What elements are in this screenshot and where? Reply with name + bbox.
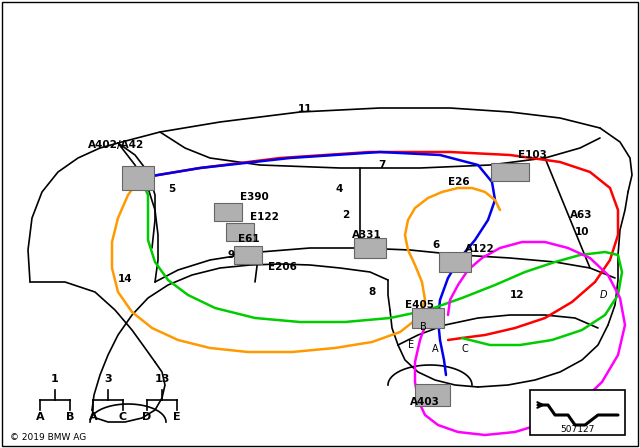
Text: © 2019 BMW AG: © 2019 BMW AG [10,433,86,442]
FancyBboxPatch shape [491,163,529,181]
Text: 7: 7 [378,160,385,170]
Text: E: E [173,412,181,422]
FancyBboxPatch shape [234,246,262,264]
Text: B: B [420,322,427,332]
Text: A: A [432,344,438,354]
Text: E390: E390 [240,192,269,202]
Text: E405: E405 [405,300,434,310]
Text: 4: 4 [335,184,342,194]
FancyBboxPatch shape [214,203,242,221]
Text: 13: 13 [154,374,170,384]
Text: 507127: 507127 [560,425,594,434]
Text: E122: E122 [250,212,279,222]
Text: A403: A403 [410,397,440,407]
Text: E103: E103 [518,150,547,160]
Text: 8: 8 [368,287,375,297]
Text: 2: 2 [342,210,349,220]
Text: 10: 10 [575,227,589,237]
Bar [530,390,625,435]
Text: 14: 14 [118,274,132,284]
Text: 3: 3 [104,374,112,384]
Text: 6: 6 [432,240,439,250]
Text: E: E [408,340,414,350]
Text: 12: 12 [510,290,525,300]
Text: A: A [89,412,97,422]
Text: 11: 11 [298,104,312,114]
Text: E26: E26 [448,177,470,187]
Text: A331: A331 [352,230,381,240]
Text: A63: A63 [570,210,593,220]
Text: D: D [600,290,607,300]
Text: A: A [36,412,44,422]
Text: C: C [119,412,127,422]
Text: C: C [462,344,468,354]
Text: E206: E206 [268,262,297,272]
Text: 1: 1 [51,374,59,384]
FancyBboxPatch shape [415,384,449,406]
Text: B: B [66,412,74,422]
Text: 5: 5 [168,184,175,194]
Text: A402/A42: A402/A42 [88,140,144,150]
FancyBboxPatch shape [439,252,471,272]
FancyBboxPatch shape [354,238,386,258]
FancyBboxPatch shape [412,308,444,328]
Text: D: D [142,412,152,422]
Text: E61: E61 [238,234,260,244]
Text: 9: 9 [228,250,235,260]
FancyBboxPatch shape [122,166,154,190]
Text: A122: A122 [465,244,495,254]
FancyBboxPatch shape [226,223,254,241]
